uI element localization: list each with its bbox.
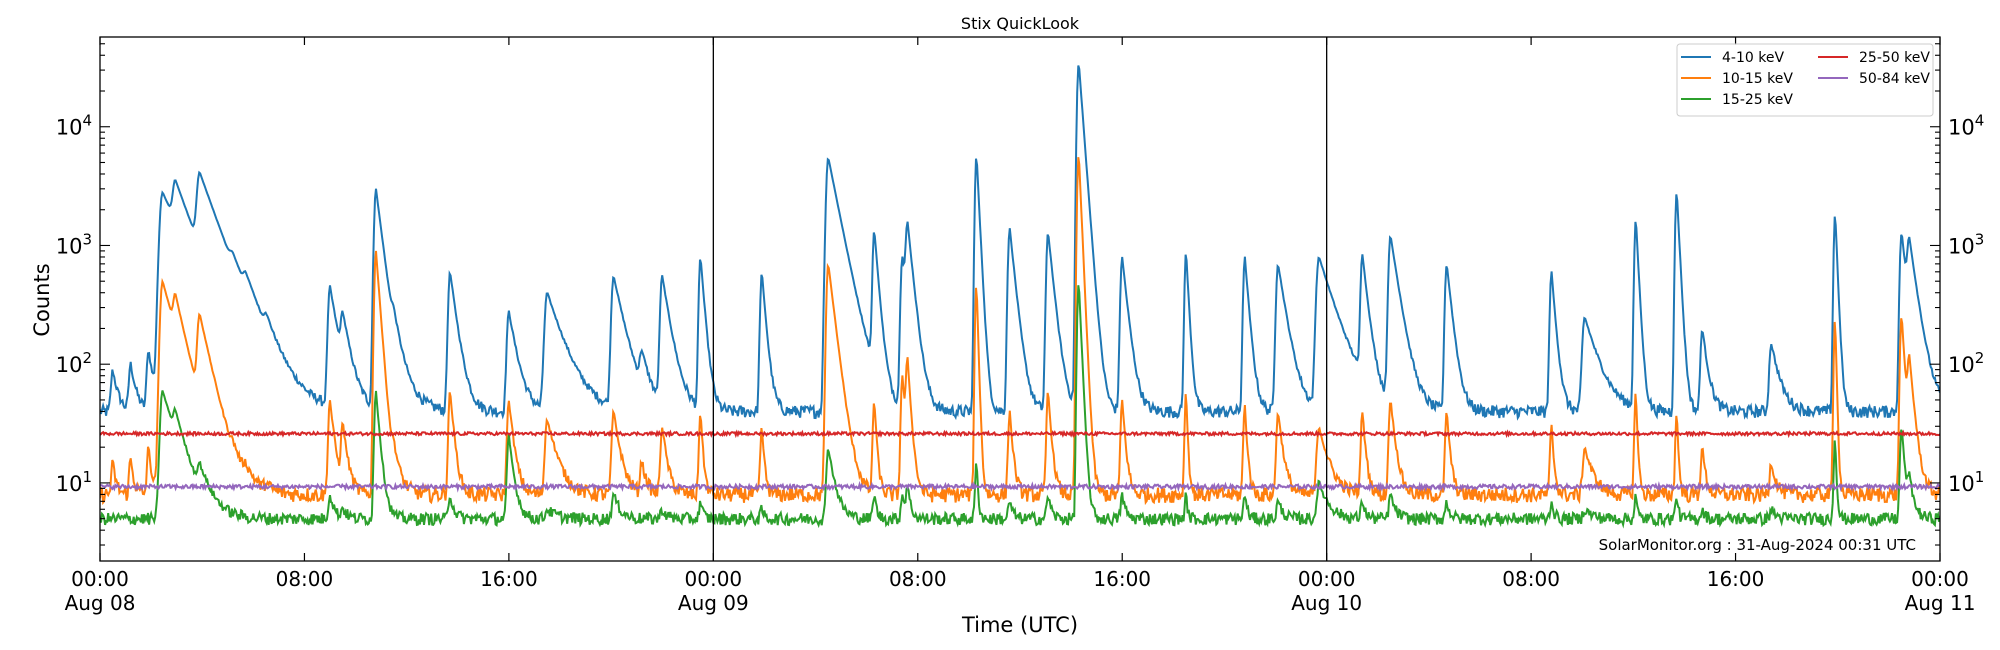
x-tick-label: 16:00	[1707, 567, 1765, 591]
x-tick-sublabel: Aug 10	[1291, 591, 1362, 615]
y-tick-label: 101	[56, 468, 92, 496]
x-tick-sublabel: Aug 09	[678, 591, 749, 615]
x-axis-label: Time (UTC)	[961, 613, 1078, 637]
y-tick-base: 10	[1948, 472, 1975, 496]
series-line-50-84-kev	[100, 480, 1940, 493]
x-tick-label: 08:00	[276, 567, 334, 591]
y-tick-base: 10	[1948, 234, 1975, 258]
day-boundary-lines	[712, 37, 1328, 561]
y-tick-label: 104	[56, 112, 92, 140]
plot-frame	[99, 36, 1941, 562]
y-tick-exponent: 3	[1975, 230, 1985, 248]
x-tick-label: 00:00	[71, 567, 129, 591]
legend: 4-10 keV 10-15 keV 15-25 keV 25-50 keV 50-84…	[1676, 43, 1934, 117]
y-tick-exponent: 4	[82, 112, 92, 130]
y-tick-exponent: 1	[82, 468, 92, 486]
y-tick-label-right: 101	[1948, 468, 1984, 496]
y-tick-label: 102	[56, 349, 92, 377]
y-tick-label-right: 103	[1948, 230, 1984, 258]
x-tick-label: 08:00	[889, 567, 947, 591]
y-tick-base: 10	[56, 234, 83, 258]
y-tick-exponent: 4	[1975, 112, 1985, 130]
y-tick-exponent: 2	[82, 349, 92, 367]
series-layer	[100, 65, 1940, 529]
x-tick-sublabel: Aug 11	[1905, 591, 1976, 615]
x-tick-label: 00:00	[685, 567, 743, 591]
y-tick-base: 10	[56, 353, 83, 377]
y-tick-exponent: 1	[1975, 468, 1985, 486]
x-tick-label: 16:00	[480, 567, 538, 591]
legend-label: 4-10 keV	[1722, 50, 1784, 66]
legend-label: 10-15 keV	[1722, 71, 1793, 87]
series-line-10-15-kev	[100, 157, 1940, 506]
y-tick-label: 103	[56, 230, 92, 258]
annotation-text: SolarMonitor.org : 31-Aug-2024 00:31 UTC	[1599, 536, 1916, 554]
legend-label: 50-84 keV	[1859, 71, 1930, 87]
y-tick-exponent: 2	[1975, 349, 1985, 367]
y-tick-base: 10	[56, 472, 83, 496]
y-axis-label: Counts	[30, 263, 54, 336]
x-tick-label: 08:00	[1502, 567, 1560, 591]
legend-label: 15-25 keV	[1722, 92, 1793, 108]
x-tick-label: 16:00	[1093, 567, 1151, 591]
chart-title: Stix QuickLook	[961, 14, 1080, 33]
legend-label: 25-50 keV	[1859, 50, 1930, 66]
x-tick-sublabel: Aug 08	[65, 591, 136, 615]
x-tick-label: 00:00	[1911, 567, 1969, 591]
y-tick-base: 10	[1948, 353, 1975, 377]
series-line-15-25-kev	[100, 285, 1940, 529]
y-tick-label-right: 104	[1948, 112, 1984, 140]
series-line-4-10-kev	[100, 65, 1940, 421]
y-tick-exponent: 3	[82, 230, 92, 248]
y-tick-base: 10	[1948, 116, 1975, 140]
legend-box	[1676, 43, 1934, 117]
y-tick-label-right: 102	[1948, 349, 1984, 377]
series-line-25-50-kev	[100, 429, 1940, 439]
x-tick-label: 00:00	[1298, 567, 1356, 591]
y-tick-base: 10	[56, 116, 83, 140]
